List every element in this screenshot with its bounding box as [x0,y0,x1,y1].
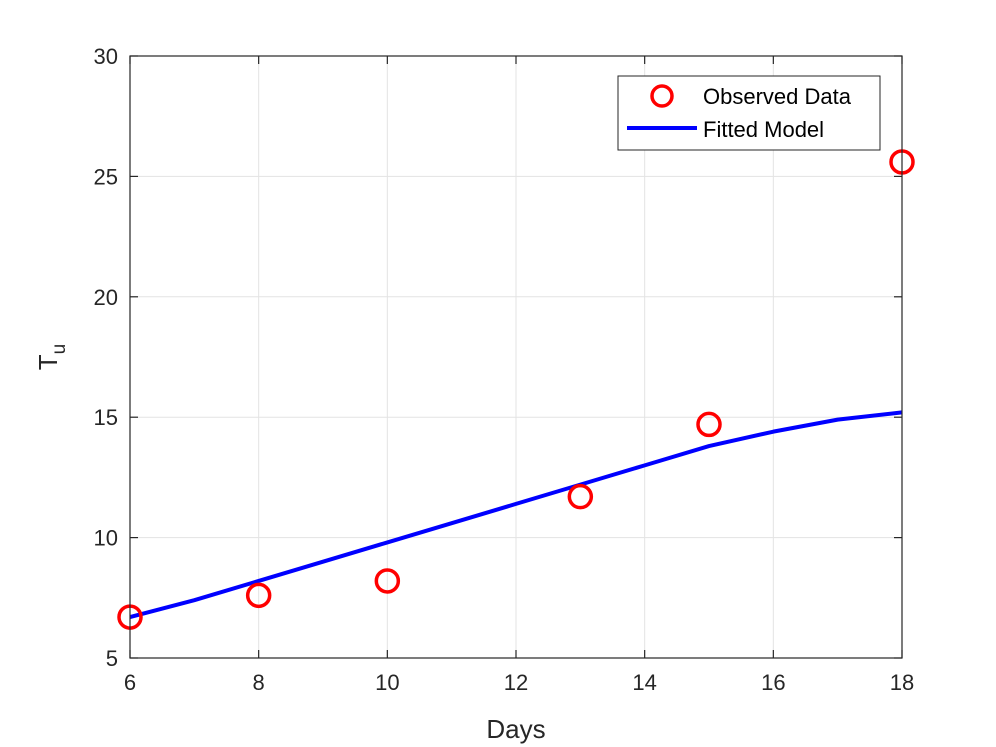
legend-box [617,75,881,151]
y-tick-label: 20 [94,285,118,310]
observed-data-point [696,411,722,438]
legend: Observed Data Fitted Model [617,75,881,151]
fitted-model-line [129,410,903,619]
observed-data-point [567,483,594,510]
x-tick-label: 16 [761,670,785,695]
legend-label-fitted: Fitted Model [703,117,824,142]
x-tick-label: 8 [253,670,265,695]
legend-marker-observed [650,84,674,108]
x-tick-label: 18 [890,670,914,695]
y-tick-label: 5 [106,646,118,671]
x-tick-label: 10 [375,670,399,695]
x-tick-label: 14 [632,670,656,695]
y-tick-label: 10 [94,526,118,551]
x-tick-label: 12 [504,670,528,695]
x-tick-label: 6 [124,670,136,695]
y-tick-label: 15 [94,405,118,430]
y-axis-label-main: T [33,354,63,370]
y-tick-label: 30 [94,44,118,69]
x-axis-label: Days [486,714,545,744]
y-axis-label: Tu [33,344,70,370]
ticks: 6 8 10 12 14 16 18 5 10 15 20 25 30 [94,44,915,695]
legend-label-observed: Observed Data [703,84,852,109]
y-tick-label: 25 [94,164,118,189]
observed-data-point [245,582,272,609]
y-axis-label-subscript: u [49,344,70,355]
observed-data-point [374,568,401,594]
